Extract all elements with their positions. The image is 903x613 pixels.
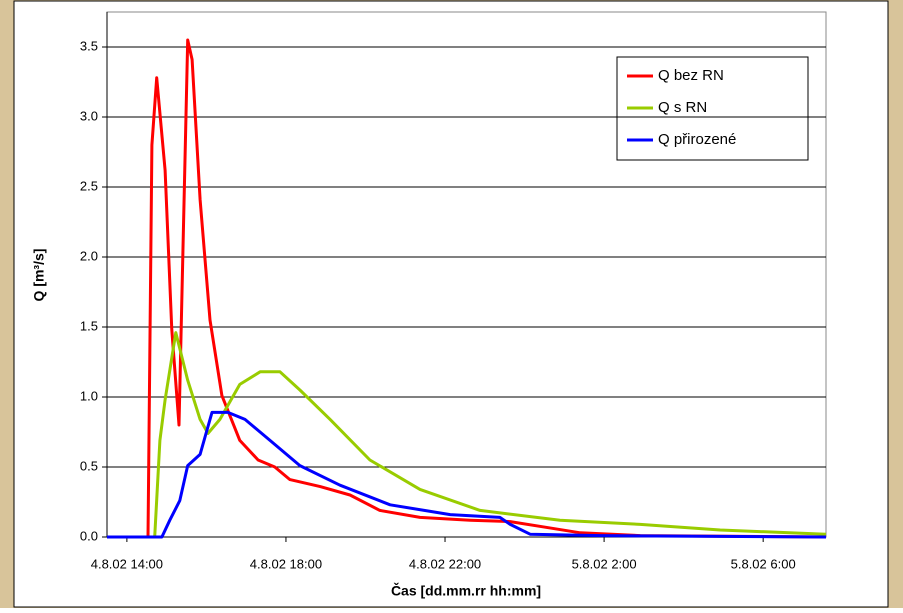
- y-tick-label: 1.5: [80, 318, 98, 333]
- y-tick-label: 2.5: [80, 178, 98, 193]
- x-tick-label: 4.8.02 22:00: [409, 556, 481, 571]
- legend-label: Q přirozené: [658, 131, 736, 148]
- y-tick-label: 3.0: [80, 108, 98, 123]
- y-tick-label: 2.0: [80, 248, 98, 263]
- legend-label: Q bez RN: [658, 67, 724, 84]
- x-tick-label: 4.8.02 18:00: [250, 556, 322, 571]
- series-line: [107, 331, 827, 539]
- y-tick-label: 1.0: [80, 388, 98, 403]
- y-tick-label: 0.5: [80, 458, 98, 473]
- series-line: [107, 410, 827, 539]
- y-axis-label: Q [m³/s]: [31, 249, 47, 302]
- x-tick-label: 5.8.02 2:00: [572, 556, 637, 571]
- y-tick-label: 3.5: [80, 38, 98, 53]
- x-axis-label: Čas [dd.mm.rr hh:mm]: [391, 582, 541, 599]
- legend-label: Q s RN: [658, 99, 707, 116]
- y-tick-label: 0.0: [80, 528, 98, 543]
- x-tick-label: 5.8.02 6:00: [731, 556, 796, 571]
- x-tick-label: 4.8.02 14:00: [91, 556, 163, 571]
